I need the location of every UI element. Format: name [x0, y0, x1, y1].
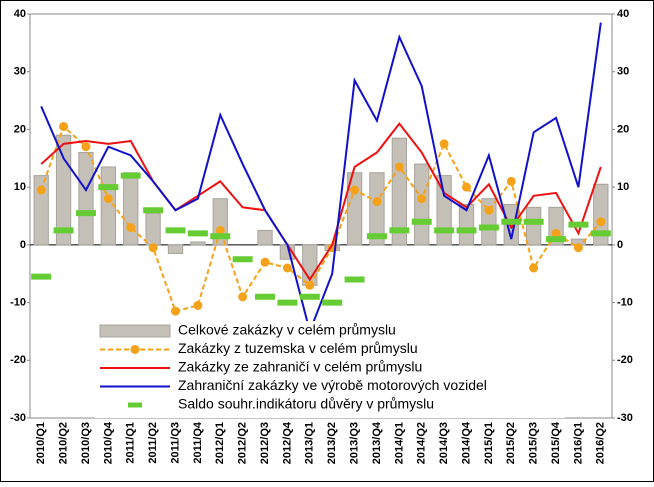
bar: [593, 183, 609, 246]
x-tick-label: 2016/Q2: [595, 422, 607, 464]
x-tick-label: 2014/Q2: [416, 422, 428, 464]
x-tick-label: 2010/Q1: [35, 422, 47, 464]
legend-label: Zakázky ze zahraničí v celém průmyslu: [178, 359, 422, 375]
y2-tick-label: 0: [617, 239, 623, 251]
y-tick-label: 0: [20, 239, 26, 251]
marker: [81, 142, 91, 152]
x-tick-label: 2013/Q4: [371, 421, 383, 464]
x-tick-label: 2015/Q1: [483, 422, 495, 464]
legend-label: Celkové zakázky v celém průmyslu: [178, 322, 396, 338]
legend-box: [95, 321, 565, 418]
bar: [33, 175, 49, 246]
x-tick-label: 2010/Q4: [102, 421, 114, 464]
bar: [369, 172, 385, 246]
marker: [193, 300, 203, 310]
marker: [439, 139, 449, 149]
marker: [551, 228, 561, 238]
x-tick-label: 2011/Q4: [192, 421, 204, 463]
marker: [506, 176, 516, 186]
marker: [171, 306, 180, 316]
y-tick-label: -10: [10, 296, 26, 308]
x-tick-label: 2015/Q3: [528, 422, 540, 464]
line: [40, 22, 602, 335]
x-tick-label: 2010/Q3: [80, 422, 92, 464]
bar: [458, 203, 475, 246]
x-tick-label: 2014/Q1: [393, 422, 405, 464]
marker: [372, 197, 382, 207]
marker: [596, 217, 606, 227]
x-tick-label: 2011/Q2: [147, 422, 159, 464]
marker: [260, 257, 270, 267]
y2-tick-label: 30: [617, 66, 629, 78]
bar: [525, 206, 542, 246]
legend-label: Zakázky z tuzemska v celém průmyslu: [178, 340, 418, 356]
y-tick-label: 40: [14, 8, 26, 20]
y2-tick-label: 40: [617, 8, 629, 20]
marker: [484, 205, 494, 215]
x-tick-label: 2013/Q1: [304, 422, 316, 464]
marker: [573, 243, 583, 253]
y2-tick-label: -20: [617, 354, 633, 366]
x-tick-label: 2012/Q2: [237, 422, 249, 464]
bar: [123, 172, 139, 246]
marker: [59, 122, 69, 132]
x-tick-label: 2012/Q4: [281, 421, 293, 464]
marker: [126, 223, 136, 233]
marker: [238, 292, 248, 302]
y-tick-label: 20: [14, 123, 26, 135]
bar: [167, 244, 184, 255]
y-tick-label: -20: [10, 354, 26, 366]
marker: [148, 243, 158, 253]
y-tick-label: -30: [10, 412, 26, 424]
x-tick-label: 2012/Q1: [214, 422, 226, 464]
marker: [350, 185, 360, 195]
x-tick-label: 2013/Q2: [326, 422, 338, 464]
x-tick-label: 2011/Q3: [169, 422, 181, 464]
x-tick-label: 2013/Q3: [348, 422, 360, 464]
x-tick-label: 2010/Q2: [57, 422, 69, 464]
y2-tick-label: -30: [617, 412, 633, 424]
x-tick-label: 2011/Q1: [125, 422, 137, 464]
bar: [190, 241, 206, 246]
bar: [145, 212, 161, 246]
x-tick-label: 2016/Q1: [572, 422, 584, 464]
legend-label: Zahraniční zakázky ve výrobě motorových …: [178, 377, 487, 393]
legend-swatch: [99, 324, 171, 338]
y2-tick-label: 10: [617, 181, 629, 193]
y2-tick-label: -10: [617, 296, 633, 308]
bar: [78, 152, 94, 246]
legend-marker: [130, 345, 140, 354]
bar: [414, 163, 430, 246]
marker: [417, 194, 427, 204]
x-tick-label: 2014/Q4: [460, 421, 472, 464]
marker: [305, 280, 315, 290]
x-tick-label: 2014/Q3: [438, 422, 450, 464]
marker: [103, 194, 113, 204]
y-tick-label: 10: [14, 181, 26, 193]
marker: [529, 263, 539, 273]
y2-tick-label: 20: [617, 123, 629, 135]
marker: [462, 182, 471, 192]
y-tick-label: 30: [14, 66, 26, 78]
marker: [215, 225, 225, 235]
bar: [257, 229, 273, 246]
marker: [394, 162, 404, 172]
x-tick-label: 2015/Q4: [550, 421, 562, 464]
x-tick-label: 2015/Q2: [505, 422, 517, 464]
x-tick-label: 2012/Q3: [259, 422, 271, 464]
bar: [436, 175, 452, 246]
line: [40, 124, 602, 313]
marker: [282, 263, 292, 273]
marker: [36, 185, 46, 195]
legend-label: Saldo souhr.indikátoru důvěry v průmyslu: [178, 396, 434, 412]
